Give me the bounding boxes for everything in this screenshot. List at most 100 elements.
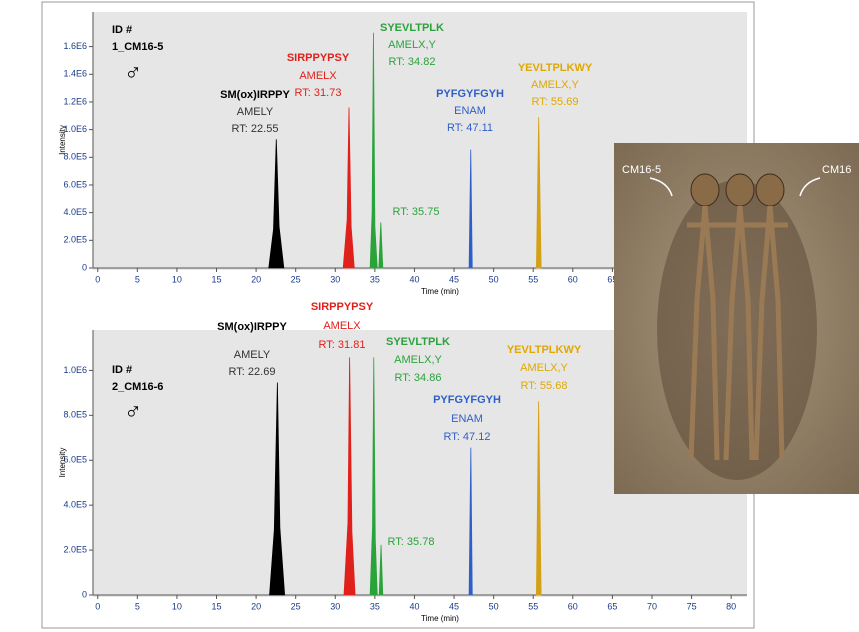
peak-label: RT: 22.55 [232,123,279,135]
x-tick-label: 20 [251,601,261,611]
peak-label: RT: 35.75 [393,206,440,218]
x-tick-label: 70 [647,601,657,611]
peak [369,357,378,596]
peptide-name: SM(ox)IRPPY [220,89,290,101]
peak-label: RT: 47.11 [447,122,493,134]
y-tick-label: 1.6E6 [63,41,87,51]
x-tick-label: 35 [370,601,380,611]
peak-label: AMELX,Y [394,354,442,366]
peak [342,107,355,269]
sample-annotation: ♂ [124,398,142,425]
peak-label: AMELX,Y [520,362,568,374]
x-tick-label: 60 [568,274,578,284]
peak-label: RT: 31.73 [295,87,342,99]
x-tick-label: 45 [449,274,459,284]
y-tick-label: 8.0E5 [63,152,87,162]
peak [268,139,285,269]
peptide-name: PYFGYFGYH [433,394,501,406]
x-tick-label: 35 [370,274,380,284]
peak-label: RT: 34.86 [395,372,442,384]
peak-label: AMELY [237,106,274,118]
sample-annotation: 2_CM16-6 [112,381,163,393]
photo-label: CM16 [822,164,851,176]
arrow [799,177,821,197]
x-tick-label: 25 [291,274,301,284]
x-tick-label: 20 [251,274,261,284]
x-tick-label: 40 [409,274,419,284]
peak [378,222,384,269]
x-tick-label: 55 [528,601,538,611]
arrow [649,177,673,197]
peptide-name: SYEVLTPLK [380,22,444,34]
sample-annotation: 1_CM16-5 [112,41,163,53]
y-tick-label: 0 [82,262,87,272]
peptide-name: PYFGYFGYH [436,88,504,100]
peptide-name: SIRPPYPSY [311,301,374,313]
x-tick-label: 10 [172,274,182,284]
photo: CM16-5 CM16 [614,143,859,494]
x-tick-label: 50 [489,601,499,611]
sample-annotation: ID # [112,364,132,376]
y-tick-label: 8.0E5 [63,410,87,420]
x-tick-label: 25 [291,601,301,611]
x-tick-label: 40 [409,601,419,611]
peak-label: RT: 55.69 [532,96,579,108]
sample-annotation: ID # [112,24,132,36]
x-tick-label: 10 [172,601,182,611]
y-tick-label: 6.0E5 [63,455,87,465]
peak-label: AMELX,Y [531,79,579,91]
y-tick-label: 1.0E6 [63,124,87,134]
y-axis-label: Intensity [58,125,67,155]
y-axis-label: Intensity [58,448,67,478]
peak [378,544,384,596]
peak [468,149,473,269]
skeleton [687,205,723,461]
sample-annotation: ♂ [124,59,142,86]
peak [269,382,286,596]
peak-label: AMELY [234,349,271,361]
skull [725,173,755,207]
y-tick-label: 6.0E5 [63,179,87,189]
x-tick-label: 0 [95,601,100,611]
peak [535,117,542,269]
grave [657,180,817,480]
peptide-name: YEVLTPLKWY [518,62,593,74]
peak-label: RT: 55.68 [521,380,568,392]
x-tick-label: 15 [212,274,222,284]
y-tick-label: 2.0E5 [63,235,87,245]
peak-label: RT: 47.12 [444,431,491,443]
x-tick-label: 15 [212,601,222,611]
peak [343,357,356,596]
x-tick-label: 5 [135,274,140,284]
peak [369,32,378,269]
skeleton [752,205,788,461]
peptide-name: SM(ox)IRPPY [217,321,287,333]
skull [755,173,785,207]
x-tick-label: 75 [687,601,697,611]
photo-label: CM16-5 [622,164,661,176]
peak-label: AMELX,Y [388,39,436,51]
peak-label: AMELX [323,320,361,332]
peak-label: ENAM [454,105,486,117]
peak-label: RT: 31.81 [319,339,366,351]
x-tick-label: 30 [330,274,340,284]
peptide-name: YEVLTPLKWY [507,344,582,356]
peptide-name: SIRPPYPSY [287,52,350,64]
peak [468,447,473,596]
skull [690,173,720,207]
y-tick-label: 1.2E6 [63,96,87,106]
y-tick-label: 0 [82,589,87,599]
x-tick-label: 30 [330,601,340,611]
peak-label: ENAM [451,413,483,425]
x-tick-label: 55 [528,274,538,284]
peptide-name: SYEVLTPLK [386,336,450,348]
peak-label: RT: 22.69 [229,366,276,378]
x-tick-label: 5 [135,601,140,611]
peak-label: RT: 35.78 [388,536,435,548]
y-tick-label: 2.0E5 [63,544,87,554]
x-tick-label: 80 [726,601,736,611]
x-axis-label: Time (min) [421,614,459,623]
x-axis-label: Time (min) [421,287,459,296]
x-tick-label: 0 [95,274,100,284]
